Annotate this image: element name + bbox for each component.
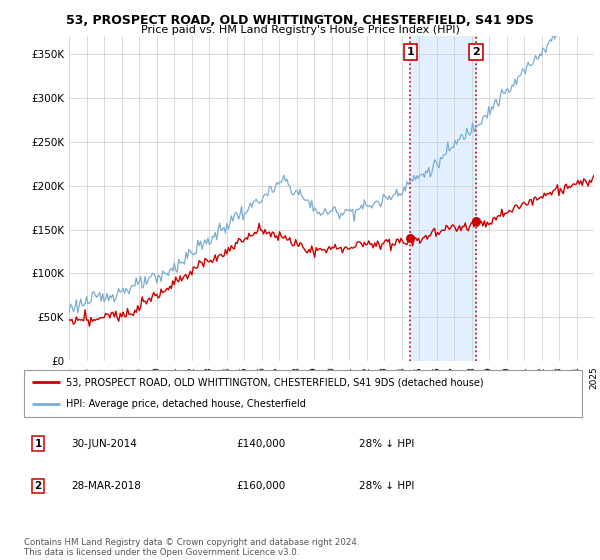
Text: 28% ↓ HPI: 28% ↓ HPI xyxy=(359,481,414,491)
Text: 1: 1 xyxy=(406,47,414,57)
Text: £160,000: £160,000 xyxy=(236,481,285,491)
Text: 1: 1 xyxy=(34,438,41,449)
FancyBboxPatch shape xyxy=(24,370,582,417)
Bar xyxy=(410,36,476,361)
Text: £140,000: £140,000 xyxy=(236,438,285,449)
Text: 2: 2 xyxy=(472,47,480,57)
Text: 53, PROSPECT ROAD, OLD WHITTINGTON, CHESTERFIELD, S41 9DS (detached house): 53, PROSPECT ROAD, OLD WHITTINGTON, CHES… xyxy=(66,377,484,388)
Text: 28% ↓ HPI: 28% ↓ HPI xyxy=(359,438,414,449)
Text: 53, PROSPECT ROAD, OLD WHITTINGTON, CHESTERFIELD, S41 9DS: 53, PROSPECT ROAD, OLD WHITTINGTON, CHES… xyxy=(66,14,534,27)
Text: 2: 2 xyxy=(34,481,41,491)
Text: Price paid vs. HM Land Registry's House Price Index (HPI): Price paid vs. HM Land Registry's House … xyxy=(140,25,460,35)
Text: 28-MAR-2018: 28-MAR-2018 xyxy=(71,481,142,491)
Text: 30-JUN-2014: 30-JUN-2014 xyxy=(71,438,137,449)
Text: HPI: Average price, detached house, Chesterfield: HPI: Average price, detached house, Ches… xyxy=(66,399,306,409)
Text: Contains HM Land Registry data © Crown copyright and database right 2024.
This d: Contains HM Land Registry data © Crown c… xyxy=(24,538,359,557)
